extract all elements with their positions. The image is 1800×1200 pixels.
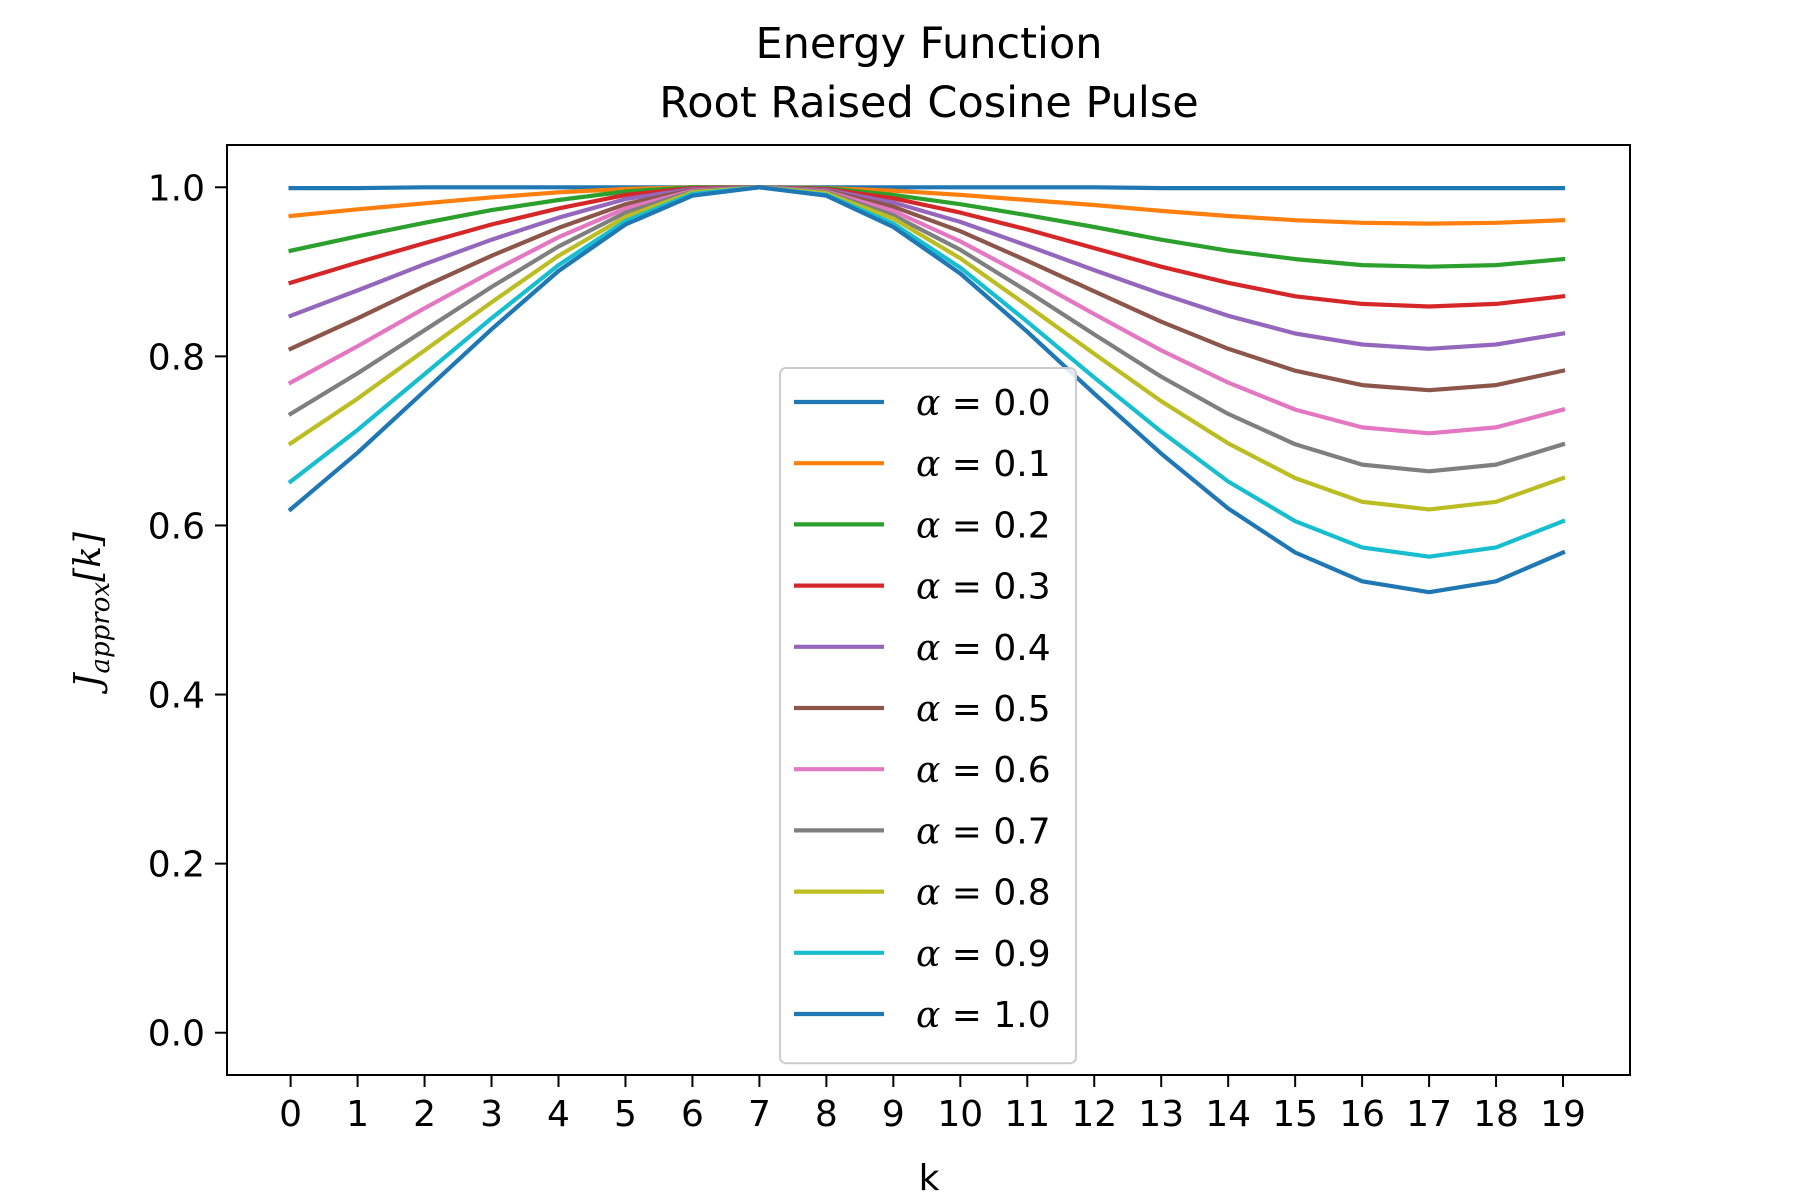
legend-box bbox=[779, 367, 1077, 1065]
x-tick-label: 3 bbox=[480, 1094, 503, 1135]
legend-symbol: α bbox=[916, 567, 940, 608]
chart-title: Energy Function Root Raised Cosine Pulse bbox=[659, 19, 1198, 128]
x-tick-label: 15 bbox=[1272, 1094, 1318, 1135]
chart-title-line-2: Root Raised Cosine Pulse bbox=[659, 78, 1198, 128]
y-axis-label-suffix: [k] bbox=[68, 531, 109, 582]
x-tick-label: 18 bbox=[1473, 1094, 1519, 1135]
x-tick-label: 1 bbox=[346, 1094, 369, 1135]
legend-value: = 0.8 bbox=[940, 873, 1050, 914]
x-tick-label: 5 bbox=[614, 1094, 637, 1135]
y-tick-label: 1.0 bbox=[148, 168, 205, 209]
legend-value: = 0.3 bbox=[940, 567, 1050, 608]
series-line-6 bbox=[287, 185, 1566, 436]
legend-symbol: α bbox=[916, 689, 940, 730]
x-tick-label: 12 bbox=[1071, 1094, 1117, 1135]
legend-value: = 0.7 bbox=[940, 811, 1050, 852]
legend-value: = 0.6 bbox=[940, 750, 1050, 791]
y-tick-label: 0.2 bbox=[148, 845, 205, 886]
x-tick-label: 13 bbox=[1138, 1094, 1184, 1135]
legend-entry-label: α = 0.9 bbox=[916, 934, 1051, 975]
legend-value: = 1.0 bbox=[940, 995, 1050, 1036]
x-tick-label: 14 bbox=[1205, 1094, 1251, 1135]
legend-symbol: α bbox=[916, 628, 940, 669]
legend-entry-label: α = 0.5 bbox=[916, 689, 1051, 730]
y-tick-label: 0.6 bbox=[148, 506, 205, 547]
legend-entry-label: α = 0.7 bbox=[916, 811, 1051, 852]
legend-symbol: α bbox=[916, 750, 940, 791]
y-tick-label: 0.0 bbox=[148, 1014, 205, 1055]
series-line-9 bbox=[287, 185, 1566, 559]
series-line-7 bbox=[287, 185, 1566, 474]
y-axis-label-subscript: approx bbox=[86, 582, 116, 674]
legend-symbol: α bbox=[916, 995, 940, 1036]
series-line-8 bbox=[287, 185, 1566, 512]
y-axis-ticks: 0.0 0.2 0.4 0.6 0.8 1.0 bbox=[148, 168, 227, 1055]
series-lines bbox=[287, 185, 1566, 595]
legend-value: = 0.9 bbox=[940, 934, 1050, 975]
legend-entry-label: α = 1.0 bbox=[916, 995, 1051, 1036]
legend-value: = 0.5 bbox=[940, 689, 1050, 730]
legend-entry-label: α = 0.4 bbox=[916, 628, 1051, 669]
y-axis-label: Japprox[k] bbox=[68, 531, 116, 695]
x-tick-label: 7 bbox=[748, 1094, 771, 1135]
x-tick-label: 17 bbox=[1406, 1094, 1452, 1135]
x-axis-label: k bbox=[919, 1158, 940, 1199]
legend-value: = 0.1 bbox=[940, 444, 1050, 485]
series-line-3 bbox=[287, 185, 1566, 309]
plot-frame bbox=[226, 144, 1631, 1076]
y-axis-label-base: J bbox=[68, 671, 109, 695]
series-line-5 bbox=[287, 185, 1566, 393]
legend-entry-label: α = 0.6 bbox=[916, 750, 1051, 791]
legend-entry-label: α = 0.8 bbox=[916, 873, 1051, 914]
series-line-1 bbox=[288, 185, 1566, 226]
legend-value: = 0.4 bbox=[940, 628, 1050, 669]
legend-symbol: α bbox=[916, 444, 940, 485]
series-line-2 bbox=[288, 185, 1566, 269]
x-tick-label: 0 bbox=[279, 1094, 302, 1135]
x-tick-label: 9 bbox=[882, 1094, 905, 1135]
chart-title-line-1: Energy Function bbox=[755, 19, 1102, 69]
legend-entry-label: α = 0.3 bbox=[916, 567, 1051, 608]
x-tick-label: 8 bbox=[815, 1094, 838, 1135]
legend-symbol: α bbox=[916, 934, 940, 975]
series-line-4 bbox=[287, 185, 1566, 351]
legend: α = 0.0α = 0.1α = 0.2α = 0.3α = 0.4α = 0… bbox=[779, 367, 1077, 1065]
y-tick-label: 0.4 bbox=[148, 676, 205, 717]
x-tick-label: 19 bbox=[1540, 1094, 1586, 1135]
legend-symbol: α bbox=[916, 811, 940, 852]
x-tick-label: 16 bbox=[1339, 1094, 1385, 1135]
x-tick-label: 11 bbox=[1004, 1094, 1050, 1135]
legend-entry-label: α = 0.1 bbox=[916, 444, 1051, 485]
legend-value: = 0.2 bbox=[940, 505, 1050, 546]
x-tick-label: 6 bbox=[681, 1094, 704, 1135]
series-line-10 bbox=[287, 185, 1566, 595]
legend-symbol: α bbox=[916, 383, 940, 424]
y-tick-label: 0.8 bbox=[148, 337, 205, 378]
x-axis-ticks: 0 1 2 3 4 5 6 7 8 9 10 11 12 13 14 15 16 17 18 19 bbox=[279, 1075, 1586, 1135]
x-tick-label: 4 bbox=[547, 1094, 570, 1135]
legend-value: = 0.0 bbox=[940, 383, 1050, 424]
x-tick-label: 10 bbox=[937, 1094, 983, 1135]
legend-symbol: α bbox=[916, 873, 940, 914]
legend-entry-label: α = 0.2 bbox=[916, 505, 1051, 546]
legend-entry-label: α = 0.0 bbox=[916, 383, 1051, 424]
x-tick-label: 2 bbox=[413, 1094, 436, 1135]
series-line-0 bbox=[288, 185, 1566, 191]
legend-symbol: α bbox=[916, 505, 940, 546]
